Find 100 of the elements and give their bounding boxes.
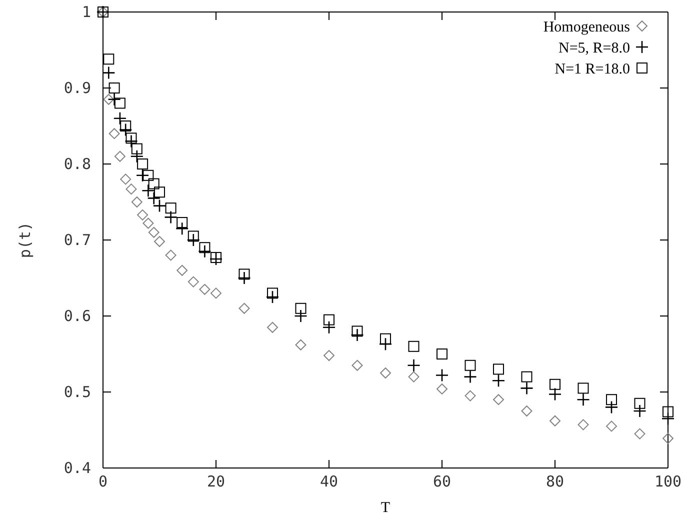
point	[126, 132, 137, 144]
point	[380, 333, 391, 344]
point	[606, 420, 617, 432]
point	[464, 370, 477, 384]
point	[295, 339, 306, 350]
y-tick-label: 0.9	[64, 78, 91, 97]
y-tick-label: 1	[82, 2, 91, 21]
x-tick-label: 100	[654, 472, 682, 491]
point	[238, 302, 250, 314]
point	[662, 406, 674, 418]
point	[634, 428, 646, 440]
point	[662, 432, 674, 444]
point	[148, 178, 160, 190]
point	[176, 264, 188, 276]
point	[108, 82, 120, 94]
point	[378, 337, 392, 351]
point	[435, 368, 449, 382]
point	[209, 252, 223, 266]
y-tick-label: 0.7	[64, 230, 91, 249]
point	[142, 170, 154, 181]
point	[633, 404, 646, 418]
point	[126, 184, 137, 195]
y-tick-label: 0.5	[64, 382, 91, 401]
point	[108, 128, 120, 140]
point	[103, 94, 114, 105]
point	[238, 271, 251, 285]
x-axis-title: T	[380, 500, 390, 516]
point	[521, 406, 532, 416]
point	[137, 158, 148, 170]
point	[154, 236, 165, 248]
point	[108, 92, 121, 106]
point	[661, 412, 675, 426]
point	[142, 218, 154, 229]
point	[634, 398, 646, 409]
point	[176, 217, 188, 228]
point	[198, 244, 212, 258]
x-tick-label: 80	[546, 472, 564, 491]
point	[520, 382, 534, 395]
point	[118, 123, 132, 136]
x-tick-label: 0	[98, 472, 108, 491]
point	[266, 290, 280, 304]
point	[408, 371, 420, 382]
point	[120, 174, 132, 185]
point	[124, 134, 138, 148]
point	[548, 388, 562, 401]
point	[131, 196, 142, 208]
point	[352, 326, 363, 337]
point	[136, 168, 150, 182]
point	[165, 202, 176, 214]
point	[464, 390, 476, 402]
point	[324, 314, 334, 326]
x-tick-label: 20	[206, 472, 226, 491]
point	[188, 276, 199, 288]
point	[493, 394, 504, 406]
point	[380, 368, 391, 378]
point	[186, 233, 200, 247]
point	[103, 54, 114, 65]
point	[114, 150, 126, 162]
legend-label: N=5, R=8.0	[558, 40, 630, 56]
point	[606, 394, 617, 406]
point	[165, 250, 176, 261]
point	[238, 268, 250, 280]
point	[130, 150, 144, 164]
y-axis-title: p(t)	[16, 222, 34, 258]
legend-label: N=1 R=18.0	[554, 61, 630, 78]
point	[154, 186, 165, 198]
point	[114, 98, 126, 109]
point	[210, 288, 222, 299]
point	[210, 252, 222, 263]
point	[199, 284, 210, 295]
point	[578, 382, 589, 394]
point	[175, 222, 189, 236]
point	[120, 120, 132, 132]
point	[408, 340, 420, 352]
point	[113, 112, 127, 126]
point	[102, 66, 116, 80]
point	[352, 360, 363, 371]
point	[576, 392, 590, 406]
point	[324, 350, 334, 362]
point	[578, 419, 589, 430]
point	[199, 242, 210, 254]
point	[550, 378, 560, 390]
legend-label: Homogeneous	[543, 19, 630, 36]
point	[521, 371, 532, 382]
point	[137, 209, 148, 220]
point	[350, 328, 364, 342]
point	[604, 400, 618, 414]
y-tick-label: 0.4	[64, 458, 91, 477]
y-tick-label: 0.8	[64, 154, 91, 173]
point	[267, 288, 278, 299]
x-tick-label: 60	[432, 472, 452, 491]
point	[436, 383, 448, 394]
point	[131, 143, 142, 154]
point	[550, 415, 560, 426]
point	[322, 320, 336, 334]
point	[493, 364, 504, 375]
point	[295, 302, 306, 314]
y-tick-label: 0.6	[64, 306, 91, 325]
point	[148, 226, 160, 238]
point	[164, 210, 178, 224]
